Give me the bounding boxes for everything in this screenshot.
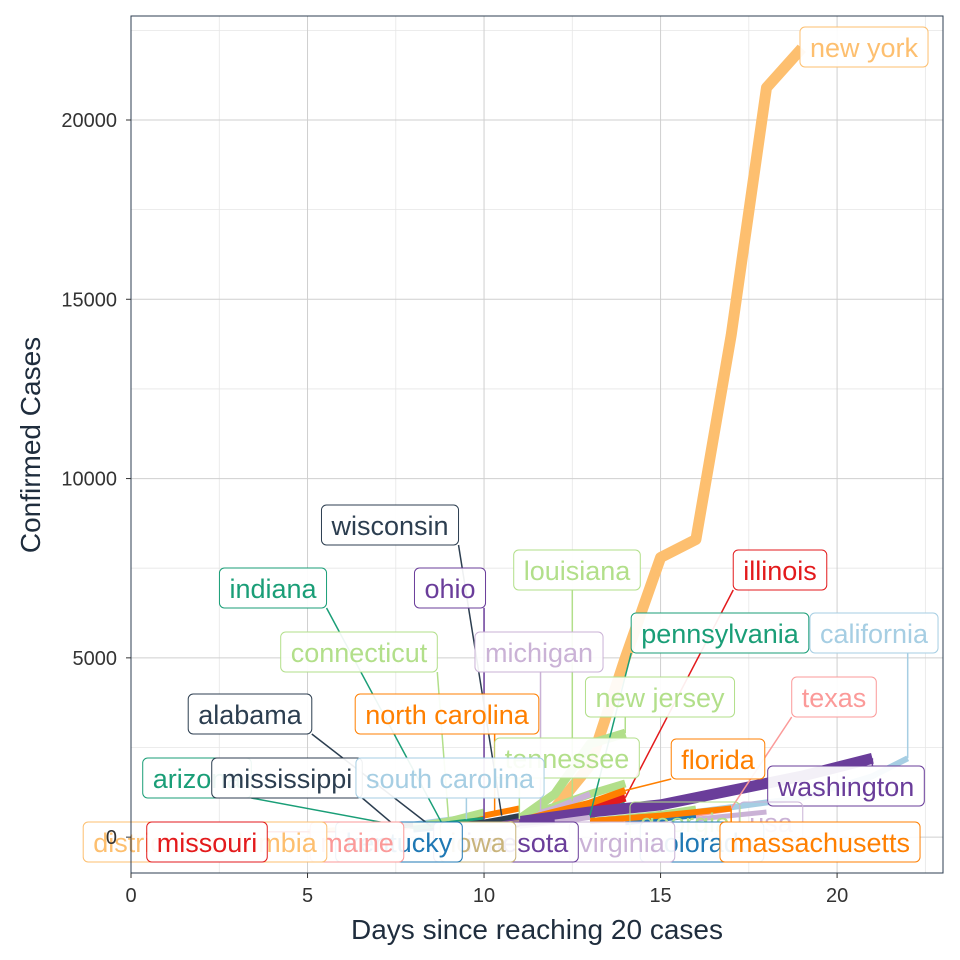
series-label-box (791, 676, 877, 718)
series-label-box (584, 676, 736, 718)
series-label-north-carolina: north carolina (354, 693, 540, 735)
series-label-box (809, 612, 939, 654)
series-label-wisconsin: wisconsin (320, 504, 460, 546)
series-label-box (146, 821, 268, 863)
series-label-box (354, 693, 540, 735)
series-label-alabama: alabama (187, 693, 313, 735)
series-label-box (187, 693, 313, 735)
series-label-missouri: missouri (146, 821, 268, 863)
series-label-box (719, 821, 921, 863)
series-label-text: virginia (579, 828, 666, 858)
x-tick-label: 15 (649, 885, 671, 907)
series-label-text: pennsylvania (641, 619, 800, 649)
series-label-new-jersey: new jersey (584, 676, 736, 718)
series-label-text: north carolina (365, 700, 530, 730)
series-label-box (630, 612, 810, 654)
series-label-text: illinois (743, 556, 817, 586)
series-label-text: connecticut (291, 638, 428, 668)
series-label-texas: texas (791, 676, 877, 718)
series-label-michigan: michigan (474, 631, 604, 673)
series-label-south-carolina: south carolina (355, 757, 545, 799)
series-label-box (218, 567, 328, 609)
series-label-mississippi: mississippi (211, 757, 363, 799)
series-label-text: indiana (229, 574, 317, 604)
x-axis-ticks: 0 5 10 15 20 (125, 873, 848, 907)
y-tick-label: 5000 (73, 648, 118, 670)
series-label-text: maine (320, 828, 394, 858)
series-label-text: michigan (485, 638, 593, 668)
series-label-virginia: virginia (568, 821, 676, 863)
series-line-massachusetts (589, 805, 732, 824)
series-label-text: louisiana (524, 556, 632, 586)
series-label-box (320, 504, 460, 546)
series-label-text: florida (681, 745, 756, 775)
series-label-box (767, 765, 925, 807)
label-leader-line (625, 778, 672, 792)
plot-border (130, 15, 944, 874)
series-label-text: south carolina (366, 764, 535, 794)
y-axis-title: Confirmed Cases (15, 337, 46, 553)
x-tick-label: 0 (125, 885, 136, 907)
series-label-text: massachusetts (730, 828, 910, 858)
series-label-box (799, 26, 929, 68)
x-tick-label: 5 (302, 885, 313, 907)
series-label-ohio: ohio (413, 567, 487, 609)
series-label-connecticut: connecticut (280, 631, 438, 673)
y-tick-label: 20000 (61, 110, 117, 132)
series-label-box (280, 631, 438, 673)
series-label-text: california (820, 619, 929, 649)
series-label-box (355, 757, 545, 799)
series-label-illinois: illinois (732, 549, 828, 591)
series-label-text: mississippi (222, 764, 353, 794)
series-label-louisiana: louisiana (513, 549, 641, 591)
series-label-california: california (809, 612, 939, 654)
x-axis-title: Days since reaching 20 cases (351, 914, 723, 945)
series-label-text: new york (810, 33, 919, 63)
series-label-florida: florida (670, 738, 766, 780)
series-labels: new york illinois louisiana pennsylvania cal… (82, 26, 939, 863)
y-tick-label: 10000 (61, 469, 117, 491)
series-label-text: alabama (198, 700, 303, 730)
series-label-indiana: indiana (218, 567, 328, 609)
series-label-text: missouri (157, 828, 258, 858)
series-line-new-york (517, 44, 806, 828)
series-label-text: ohio (424, 574, 475, 604)
series-label-box (670, 738, 766, 780)
x-tick-label: 20 (826, 885, 848, 907)
series-label-maine: maine (309, 821, 405, 863)
series-label-text: new jersey (595, 683, 725, 713)
series-label-text: wisconsin (330, 511, 448, 541)
y-tick-label: 15000 (61, 289, 117, 311)
y-tick-label: 0 (106, 827, 117, 849)
series-label-box (732, 549, 828, 591)
series-label-pennsylvania: pennsylvania (630, 612, 810, 654)
series-label-box (513, 549, 641, 591)
series-label-washington: washington (767, 765, 925, 807)
series-label-new-york: new york (799, 26, 929, 68)
series-label-text: washington (777, 772, 915, 802)
series-label-box (413, 567, 487, 609)
series-label-box (474, 631, 604, 673)
x-tick-label: 10 (473, 885, 495, 907)
y-axis-ticks: 0 5000 10000 15000 20000 (61, 110, 131, 849)
series-label-text: texas (802, 683, 867, 713)
series-label-massachusetts: massachusetts (719, 821, 921, 863)
